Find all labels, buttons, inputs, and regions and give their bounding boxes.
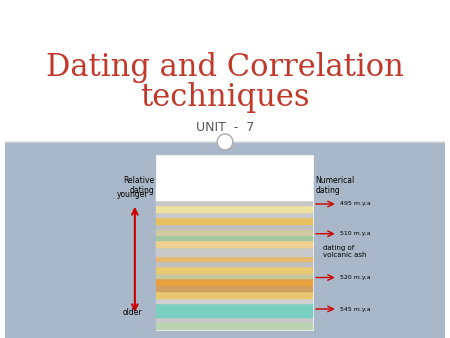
Bar (157, 323, 313, 330)
Bar (157, 257, 313, 262)
Text: Numerical
dating: Numerical dating (315, 176, 355, 195)
Bar (157, 218, 313, 225)
Bar (157, 206, 313, 213)
Bar (157, 298, 313, 304)
Text: dating of
volcanic ash: dating of volcanic ash (323, 245, 366, 258)
Bar (157, 291, 313, 298)
Text: techniques: techniques (140, 82, 310, 113)
Text: 510 m.y.a: 510 m.y.a (340, 231, 370, 236)
Bar (157, 230, 313, 236)
Text: 495 m.y.a: 495 m.y.a (340, 201, 370, 207)
Bar (157, 304, 313, 318)
Text: 545 m.y.a: 545 m.y.a (340, 307, 370, 312)
Bar (157, 187, 313, 200)
Bar (157, 248, 313, 257)
Bar (157, 279, 313, 286)
Bar (157, 225, 313, 230)
Circle shape (217, 134, 233, 150)
Bar (157, 267, 313, 274)
Text: Relative
dating: Relative dating (123, 176, 154, 195)
Bar (157, 155, 313, 330)
Bar (157, 241, 313, 248)
Bar (157, 200, 313, 206)
Bar (157, 213, 313, 218)
Bar (4, 0, 446, 142)
Bar (157, 274, 313, 279)
Text: 520 m.y.a: 520 m.y.a (340, 275, 370, 280)
Text: younger: younger (117, 190, 148, 199)
Bar (157, 318, 313, 323)
Text: older: older (123, 308, 143, 317)
Bar (4, 142, 446, 338)
Bar (157, 286, 313, 291)
Text: Dating and Correlation: Dating and Correlation (46, 52, 404, 83)
Bar (157, 236, 313, 241)
Bar (157, 262, 313, 267)
Text: UNIT  -  7: UNIT - 7 (196, 121, 254, 134)
